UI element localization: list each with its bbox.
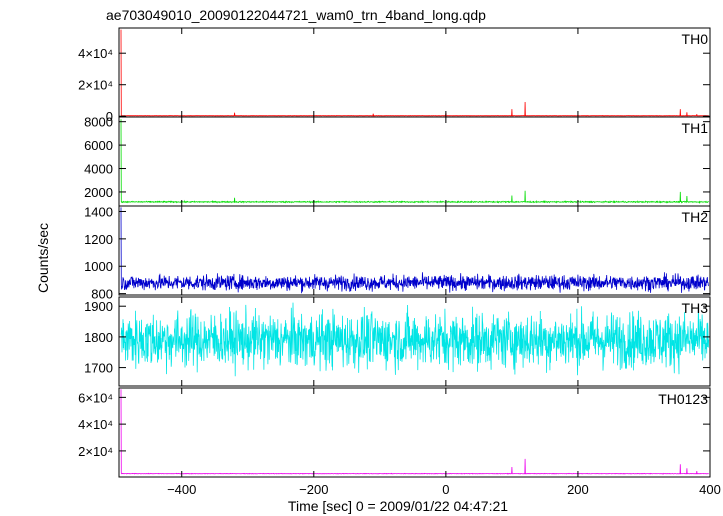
x-tick-label: 200 (567, 482, 589, 497)
panel-label-th3: TH3 (682, 300, 709, 316)
y-tick-label: 1900 (84, 299, 113, 314)
x-tick-label: −200 (299, 482, 328, 497)
panel-th0: TH0 0 2×10⁴ 4×10⁴ (78, 27, 711, 124)
x-tick-label: 0 (442, 482, 449, 497)
y-tick-label: 4×10⁴ (78, 46, 113, 61)
panel-frame (118, 205, 711, 296)
y-tick-label: 1800 (84, 330, 113, 345)
y-tick-label: 1700 (84, 361, 113, 376)
x-axis-label: Time [sec] 0 = 2009/01/22 04:47:21 (288, 498, 508, 514)
y-tick-label: 4×10⁴ (78, 417, 113, 432)
y-tick-label: 6000 (84, 138, 113, 153)
x-axis-ticks: −400 −200 0 200 400 (167, 482, 721, 497)
y-tick-label: 0 (106, 109, 113, 124)
y-tick-label: 1400 (84, 204, 113, 219)
chart-title: ae703049010_20090122044721_wam0_trn_4ban… (106, 7, 486, 23)
y-tick-label: 2×10⁴ (78, 78, 113, 93)
panel-th2: TH2 800 1000 1200 1400 (84, 204, 711, 302)
panel-frame (118, 296, 711, 387)
panel-frame (118, 116, 711, 207)
y-tick-label: 2000 (84, 185, 113, 200)
y-tick-label: 8000 (84, 115, 113, 130)
panels: TH002×10⁴4×10⁴TH12000400060008000TH28001… (78, 27, 711, 478)
series-th0123-line (120, 389, 709, 475)
y-tick-label: 1200 (84, 232, 113, 247)
panel-th1: TH1 2000 4000 6000 8000 (84, 115, 711, 207)
panel-th3: TH3 1700 1800 1900 (84, 296, 711, 387)
x-tick-label: 400 (699, 482, 721, 497)
series-th2-line (120, 207, 710, 294)
series-th1-line (120, 119, 709, 204)
panel-label-th0123: TH0123 (658, 391, 708, 407)
panel-label-th2: TH2 (682, 209, 709, 225)
panel-frame (118, 387, 711, 478)
panel-label-th0: TH0 (682, 31, 709, 47)
panel-th0123: TH0123 2×10⁴ 4×10⁴ 6×10⁴ (78, 387, 711, 478)
y-tick-label: 800 (91, 287, 113, 302)
y-tick-label: 2×10⁴ (78, 444, 113, 459)
panel-frame (118, 27, 711, 118)
y-tick-label: 6×10⁴ (78, 390, 113, 405)
x-tick-label: −400 (167, 482, 196, 497)
y-tick-label: 4000 (84, 162, 113, 177)
series-th3-line (120, 302, 710, 377)
panel-label-th1: TH1 (682, 120, 709, 136)
y-axis-label: Counts/sec (35, 223, 51, 293)
y-tick-label: 1000 (84, 259, 113, 274)
series-th0-line (120, 29, 709, 117)
